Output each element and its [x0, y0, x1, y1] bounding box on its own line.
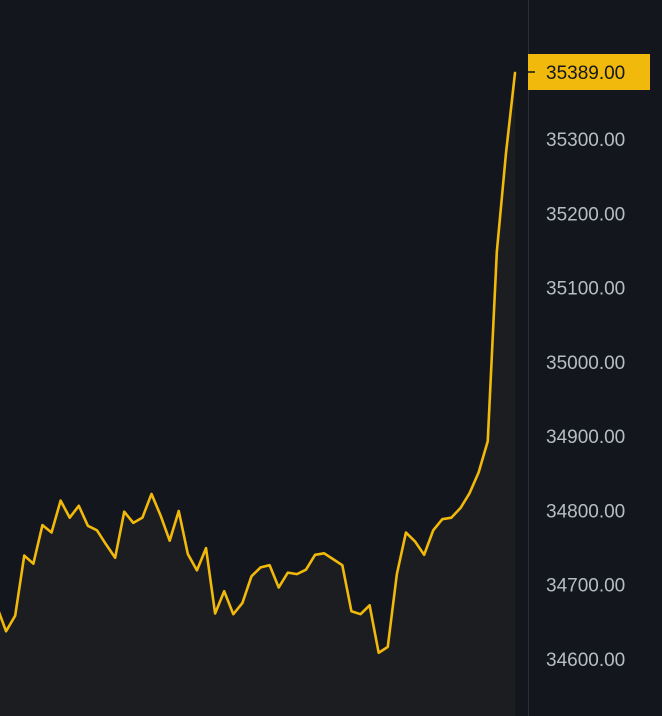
y-axis-tick-label: 34900.00 — [546, 427, 625, 448]
price-series-line — [0, 71, 517, 655]
price-area-fill — [0, 72, 515, 716]
y-axis-tick-label: 35300.00 — [546, 130, 625, 151]
current-price-label: 35389.00 — [546, 63, 625, 84]
price-line-layer — [0, 71, 517, 655]
y-axis-tick-label: 35200.00 — [546, 204, 625, 225]
current-price-tag-background — [528, 54, 650, 90]
y-axis-tick-label: 34800.00 — [546, 501, 625, 522]
y-axis-tick-label: 35100.00 — [546, 279, 625, 300]
current-price-tag: 35389.00 — [528, 54, 650, 90]
price-area-layer — [0, 72, 515, 716]
y-axis-tick-label: 35000.00 — [546, 353, 625, 374]
y-axis-tick-label: 34600.00 — [546, 650, 625, 671]
price-axis-ticks: 35300.00 35200.00 35100.00 35000.00 34900.00… — [546, 130, 625, 671]
y-axis-tick-label: 34700.00 — [546, 576, 625, 597]
